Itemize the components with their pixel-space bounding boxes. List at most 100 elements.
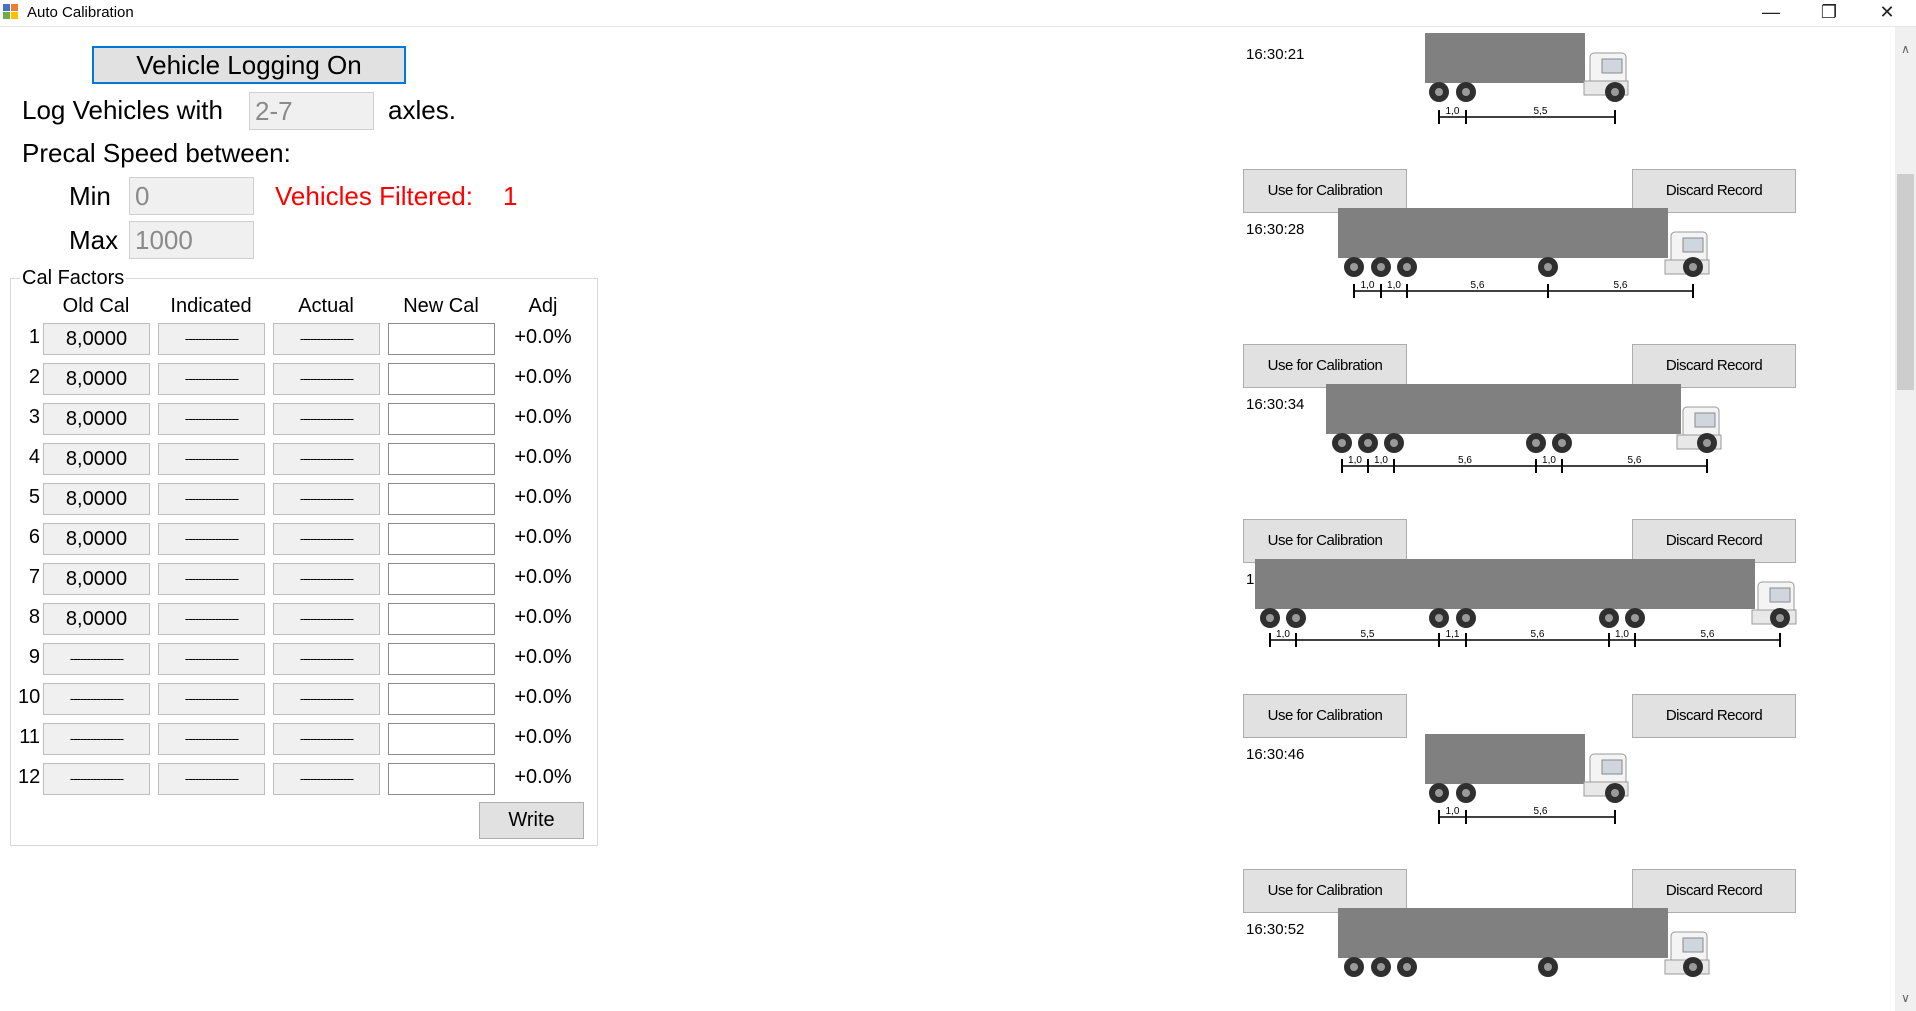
actual-cell: ---------------- (273, 523, 380, 555)
min-speed-input[interactable]: 0 (129, 177, 254, 215)
new-cal-input[interactable] (388, 723, 495, 755)
actual-cell: ---------------- (273, 723, 380, 755)
use-for-calibration-button[interactable]: Use for Calibration (1243, 519, 1407, 563)
discard-record-button[interactable]: Discard Record (1632, 169, 1796, 213)
max-speed-input[interactable]: 1000 (129, 221, 254, 259)
wheel-icon (1538, 957, 1558, 977)
vehicle-logging-button[interactable]: Vehicle Logging On (92, 46, 406, 84)
cal-factors-group (10, 278, 598, 846)
new-cal-input[interactable] (388, 603, 495, 635)
wheel-icon (1397, 957, 1417, 977)
old-cal-cell: 8,0000 (43, 403, 150, 435)
actual-cell: ---------------- (273, 683, 380, 715)
axle-spacing-label: 5,5 (1534, 106, 1548, 117)
vertical-scrollbar[interactable]: ∧ ∨ (1895, 27, 1916, 1011)
axle-spacing-label: 5,6 (1614, 280, 1628, 291)
indicated-cell: ---------------- (158, 323, 265, 355)
wheel-icon (1332, 433, 1352, 453)
write-button[interactable]: Write (479, 802, 584, 839)
indicated-cell: ---------------- (158, 483, 265, 515)
axle-spacing-label: 1,0 (1374, 455, 1388, 466)
app-icon (3, 4, 19, 20)
row-index: 3 (28, 406, 40, 428)
axle-spacing-label: 5,6 (1531, 629, 1545, 640)
new-cal-input[interactable] (388, 763, 495, 795)
adj-value: +0.0% (514, 326, 572, 348)
wheel-icon (1605, 783, 1625, 803)
record-time: 16:30:34 (1246, 396, 1305, 413)
wheel-icon (1683, 957, 1703, 977)
adj-value: +0.0% (514, 686, 572, 708)
wheel-icon (1456, 608, 1476, 628)
adj-value: +0.0% (514, 646, 572, 668)
header-actual: Actual (298, 295, 354, 317)
wheel-icon (1605, 82, 1625, 102)
use-for-calibration-button[interactable]: Use for Calibration (1243, 869, 1407, 913)
new-cal-input[interactable] (388, 403, 495, 435)
new-cal-input[interactable] (388, 443, 495, 475)
indicated-cell: ---------------- (158, 723, 265, 755)
log-vehicles-label: Log Vehicles with (22, 95, 223, 125)
wheel-icon (1429, 608, 1449, 628)
wheel-icon (1384, 433, 1404, 453)
axles-input[interactable]: 2-7 (249, 92, 374, 130)
axle-spacing-label: 1,0 (1615, 629, 1629, 640)
indicated-cell: ---------------- (158, 763, 265, 795)
wheel-icon (1456, 783, 1476, 803)
new-cal-input[interactable] (388, 683, 495, 715)
wheel-icon (1429, 82, 1449, 102)
scroll-down-icon[interactable]: ∨ (1901, 991, 1910, 1005)
old-cal-cell: ---------------- (43, 683, 150, 715)
truck-cab-icon (1583, 52, 1629, 96)
trailer-body (1425, 33, 1585, 83)
discard-record-button[interactable]: Discard Record (1632, 869, 1796, 913)
max-label: Max (69, 225, 119, 255)
use-for-calibration-button[interactable]: Use for Calibration (1243, 169, 1407, 213)
minimize-button[interactable]: — (1762, 2, 1780, 22)
scroll-up-icon[interactable]: ∧ (1901, 42, 1910, 56)
axle-spacing-label: 1,0 (1387, 280, 1401, 291)
maximize-button[interactable]: ❐ (1820, 2, 1838, 22)
wheel-icon (1371, 257, 1391, 277)
wheel-icon (1697, 433, 1717, 453)
new-cal-input[interactable] (388, 483, 495, 515)
wheel-icon (1770, 608, 1790, 628)
adj-value: +0.0% (514, 486, 572, 508)
header-new-cal: New Cal (403, 295, 479, 317)
close-button[interactable]: ✕ (1879, 2, 1895, 22)
wheel-icon (1538, 257, 1558, 277)
axle-spacing-label: 5,6 (1471, 280, 1485, 291)
discard-record-button[interactable]: Discard Record (1632, 519, 1796, 563)
old-cal-cell: ---------------- (43, 723, 150, 755)
actual-cell: ---------------- (273, 483, 380, 515)
actual-cell: ---------------- (273, 323, 380, 355)
cal-factors-label: Cal Factors (20, 267, 127, 290)
discard-record-button[interactable]: Discard Record (1632, 694, 1796, 738)
adj-value: +0.0% (514, 526, 572, 548)
row-index: 2 (28, 366, 40, 388)
new-cal-input[interactable] (388, 523, 495, 555)
wheel-icon (1371, 957, 1391, 977)
new-cal-input[interactable] (388, 563, 495, 595)
row-index: 4 (28, 446, 40, 468)
wheel-icon (1683, 257, 1703, 277)
wheel-icon (1429, 783, 1449, 803)
row-index: 8 (28, 606, 40, 628)
axle-spacing-label: 1,0 (1542, 455, 1556, 466)
trailer-body (1425, 734, 1585, 784)
client-area: Vehicle Logging On Log Vehicles with 2-7… (0, 27, 1916, 1011)
new-cal-input[interactable] (388, 363, 495, 395)
wheel-icon (1599, 608, 1619, 628)
discard-record-button[interactable]: Discard Record (1632, 344, 1796, 388)
title-bar: Auto Calibration — ❐ ✕ (0, 0, 1916, 27)
new-cal-input[interactable] (388, 643, 495, 675)
use-for-calibration-button[interactable]: Use for Calibration (1243, 694, 1407, 738)
row-index: 11 (19, 726, 40, 748)
new-cal-input[interactable] (388, 323, 495, 355)
scrollbar-thumb[interactable] (1897, 174, 1914, 390)
axle-spacing-label: 5,6 (1458, 455, 1472, 466)
indicated-cell: ---------------- (158, 403, 265, 435)
use-for-calibration-button[interactable]: Use for Calibration (1243, 344, 1407, 388)
precal-speed-label: Precal Speed between: (22, 138, 291, 168)
old-cal-cell: 8,0000 (43, 363, 150, 395)
